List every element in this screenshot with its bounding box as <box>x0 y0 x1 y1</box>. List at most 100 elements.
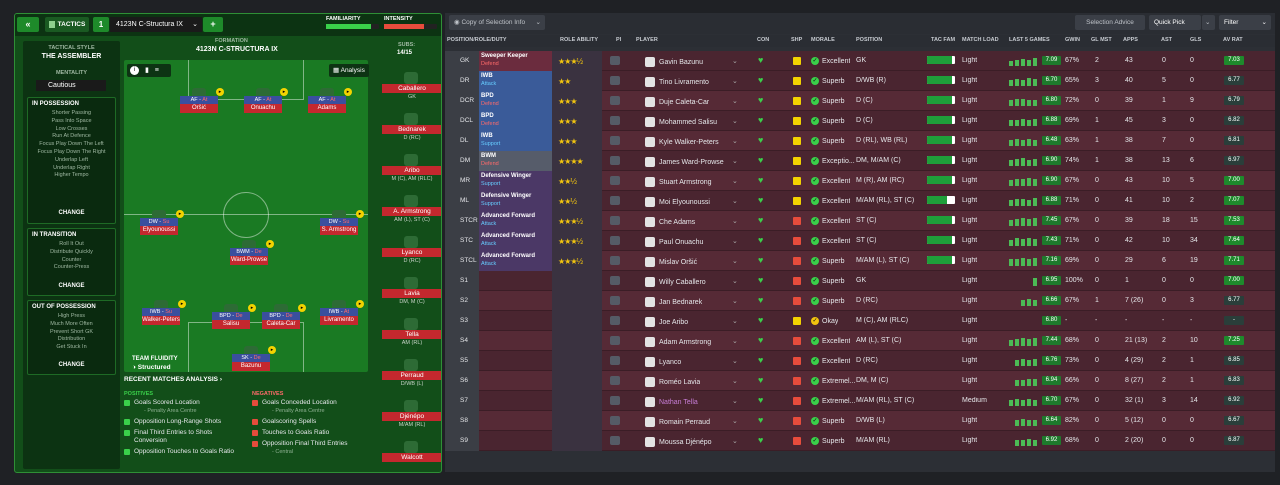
player-cell[interactable]: Willy Caballero <box>645 277 706 287</box>
sub-player[interactable]: Aribo M (C), AM (RLC) <box>382 154 441 195</box>
pi-icon[interactable] <box>610 376 620 385</box>
pi-icon[interactable] <box>610 276 620 285</box>
role-duty-cell[interactable] <box>479 271 552 291</box>
chevron-down-icon[interactable]: ⌄ <box>732 58 738 65</box>
position-slot[interactable]: DR <box>445 71 479 91</box>
player-cell[interactable]: Tino Livramento <box>645 77 709 87</box>
list-icon[interactable]: ≡ <box>154 67 159 74</box>
player-cell[interactable]: Romain Perraud <box>645 417 710 427</box>
chevron-down-icon[interactable]: ⌄ <box>732 238 738 245</box>
arrow-icon[interactable]: ▸ <box>344 88 352 96</box>
player-role[interactable]: BPD - De <box>262 312 300 320</box>
header-pi[interactable]: PI <box>616 37 622 43</box>
header-last-5-games[interactable]: LAST 5 GAMES <box>1009 37 1050 43</box>
sub-player[interactable]: Tella AM (RL) <box>382 318 441 359</box>
player-role[interactable]: IWB - Su <box>142 308 180 316</box>
intensity-bar[interactable] <box>384 24 437 29</box>
formation-name[interactable]: 4123N C-STRUCTURA IX <box>196 46 278 53</box>
table-row[interactable]: GK Sweeper Keeper Defend ★★★½ Gavin Bazunu ⌄ ♥… <box>445 51 1275 71</box>
table-row[interactable]: S6 Roméo Lavia ⌄ ♥ ✓ Extremel... DM, M (C) Ligh… <box>445 371 1275 391</box>
chevron-down-icon[interactable]: ⌄ <box>732 398 738 405</box>
out-of-possession-change-button[interactable]: CHANGE <box>58 362 85 368</box>
pitch-player[interactable]: IWB - Su Walker-Peters ▸ <box>142 300 186 326</box>
pitch-player[interactable]: DW - Su S. Armstrong ▸ <box>320 210 364 236</box>
chevron-down-icon[interactable]: ⌄ <box>732 218 738 225</box>
position-slot[interactable]: S3 <box>445 311 479 331</box>
pitch-player[interactable]: SK - De Bazunu ▸ <box>232 346 276 372</box>
header-player[interactable]: PLAYER <box>636 37 658 43</box>
role-duty-cell[interactable]: BPD Defend <box>479 91 552 111</box>
chevron-down-icon[interactable]: ⌄ <box>732 438 738 445</box>
pi-icon[interactable] <box>610 396 620 405</box>
sub-player[interactable]: A. Armstrong AM (L), ST (C) <box>382 195 441 236</box>
sub-player[interactable]: Walcott <box>382 441 441 472</box>
arrow-icon[interactable]: ▸ <box>216 88 224 96</box>
negatives-item[interactable]: Opposition Final Third Entries - Central <box>252 440 374 456</box>
player-cell[interactable]: Gavin Bazunu <box>645 57 703 67</box>
arrow-icon[interactable]: ▸ <box>298 304 306 312</box>
pi-icon[interactable] <box>610 316 620 325</box>
arrow-icon[interactable]: ▸ <box>178 300 186 308</box>
role-duty-cell[interactable]: Sweeper Keeper Defend <box>479 51 552 71</box>
table-row[interactable]: S2 Jan Bednarek ⌄ ♥ ✓ Superb D (RC) Light 6.66 67… <box>445 291 1275 311</box>
positives-item[interactable]: Goals Scored Location - Penalty Area Cent… <box>124 399 244 415</box>
player-role[interactable]: BPD - De <box>212 312 250 320</box>
header-tac-fam[interactable]: TAC FAM <box>931 37 956 43</box>
position-slot[interactable]: S8 <box>445 411 479 431</box>
pi-icon[interactable] <box>610 296 620 305</box>
tactic-slot-number[interactable]: 1 <box>93 17 109 32</box>
arrow-icon[interactable]: ▸ <box>248 304 256 312</box>
table-row[interactable]: DM BWM Defend ★★★★ James Ward-Prowse ⌄ ♥ ✓ Excep… <box>445 151 1275 171</box>
negatives-item[interactable]: Goals Conceded Location - Penalty Area Ce… <box>252 399 374 415</box>
table-row[interactable]: STCR Advanced Forward Attack ★★★½ Che Adams ⌄… <box>445 211 1275 231</box>
pitch-player[interactable]: IWB - At Livramento ▸ <box>320 300 364 326</box>
chevron-down-icon[interactable]: ⌄ <box>732 418 738 425</box>
pi-icon[interactable] <box>610 96 620 105</box>
position-slot[interactable]: DCL <box>445 111 479 131</box>
pitch-player[interactable]: AF - At Adams ▸ <box>308 88 352 114</box>
chevron-down-icon[interactable]: ⌄ <box>732 158 738 165</box>
negatives-item[interactable]: Goalscoring Spells <box>252 418 374 426</box>
pitch-player[interactable]: BWM - De Ward-Prowse ▸ <box>230 240 274 266</box>
in-transition-change-button[interactable]: CHANGE <box>58 283 85 289</box>
arrow-icon[interactable]: ▸ <box>176 210 184 218</box>
role-duty-cell[interactable] <box>479 411 552 431</box>
role-duty-cell[interactable] <box>479 371 552 391</box>
header-gl-mst[interactable]: GL MST <box>1091 37 1112 43</box>
positives-item[interactable]: Opposition Touches to Goals Ratio <box>124 448 244 456</box>
pi-icon[interactable] <box>610 116 620 125</box>
bar-chart-icon[interactable]: ▮ <box>144 67 149 74</box>
position-slot[interactable]: STC <box>445 231 479 251</box>
chevron-down-icon[interactable]: ⌄ <box>732 318 738 325</box>
in-possession-change-button[interactable]: CHANGE <box>58 210 85 216</box>
role-duty-cell[interactable]: Advanced Forward Attack <box>479 251 552 271</box>
position-slot[interactable]: ML <box>445 191 479 211</box>
header-shp[interactable]: SHP <box>791 37 803 43</box>
table-row[interactable]: STC Advanced Forward Attack ★★★½ Paul Onuach… <box>445 231 1275 251</box>
header-position-role-duty[interactable]: POSITION/ROLE/DUTY <box>447 37 507 43</box>
position-slot[interactable]: S7 <box>445 391 479 411</box>
arrow-icon[interactable]: ▸ <box>268 346 276 354</box>
arrow-icon[interactable]: ▸ <box>266 240 274 248</box>
player-role[interactable]: BWM - De <box>230 248 268 256</box>
position-slot[interactable]: S2 <box>445 291 479 311</box>
tactic-name-dropdown[interactable]: 4123N C-Structura IX ⌄ <box>110 17 202 32</box>
role-duty-cell[interactable]: Defensive Winger Support <box>479 171 552 191</box>
pi-icon[interactable] <box>610 416 620 425</box>
pitch-player[interactable]: AF - At Oršić ▸ <box>180 88 224 114</box>
table-row[interactable]: DCL BPD Defend ★★★ Mohammed Salisu ⌄ ♥ ✓ Superb D… <box>445 111 1275 131</box>
player-role[interactable]: AF - At <box>244 96 282 104</box>
player-cell[interactable]: James Ward-Prowse <box>645 157 724 167</box>
mentality-dropdown[interactable]: Cautious <box>36 80 106 91</box>
position-slot[interactable]: S6 <box>445 371 479 391</box>
position-slot[interactable]: DM <box>445 151 479 171</box>
pi-icon[interactable] <box>610 256 620 265</box>
position-slot[interactable]: MR <box>445 171 479 191</box>
pi-icon[interactable] <box>610 436 620 445</box>
position-slot[interactable]: S5 <box>445 351 479 371</box>
player-cell[interactable]: Duje Caleta-Car <box>645 97 709 107</box>
filter-dropdown[interactable]: Filter ⌄ <box>1219 15 1271 30</box>
positives-item[interactable]: Opposition Long-Range Shots <box>124 418 244 426</box>
chevron-down-icon[interactable]: ⌄ <box>732 78 738 85</box>
sub-player[interactable]: Bednarek D (RC) <box>382 113 441 154</box>
